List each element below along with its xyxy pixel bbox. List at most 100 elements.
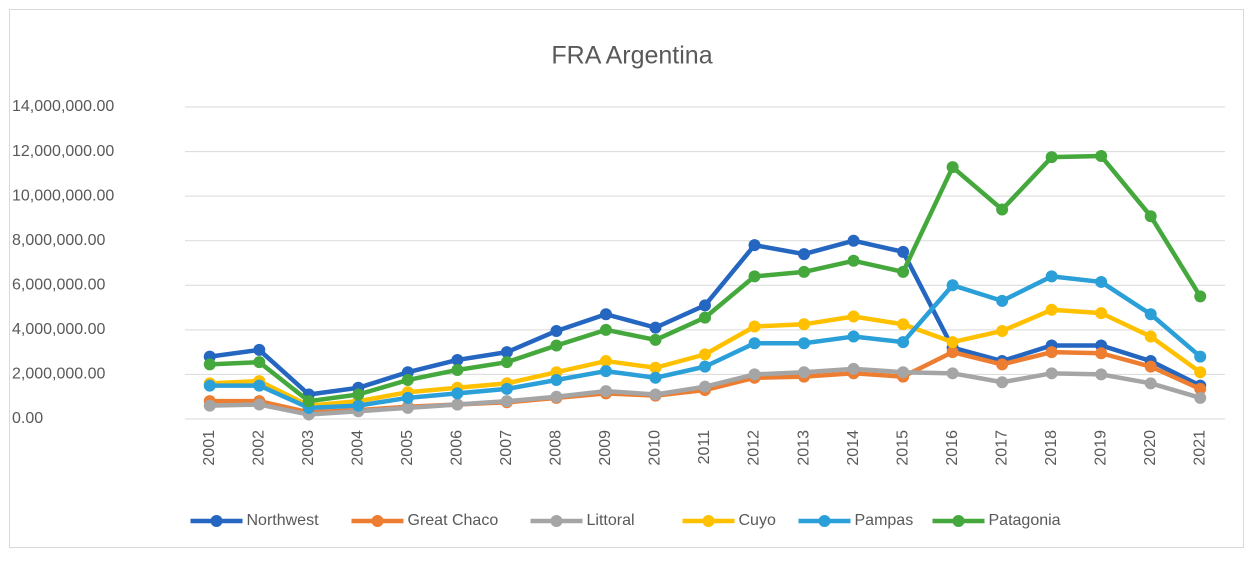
chart-title: FRA Argentina [551,42,712,70]
data-point [946,279,959,292]
data-point [649,361,662,374]
x-tick-label: 2003 [300,430,317,466]
data-point [1045,303,1058,316]
data-point [451,353,464,366]
legend-marker [952,515,965,527]
data-point [1045,367,1058,380]
data-point [1095,275,1108,288]
x-tick-label: 2006 [449,430,466,466]
legend-label: Patagonia [989,512,1061,529]
data-point [599,355,612,368]
data-point [847,254,860,267]
x-tick-label: 2014 [845,430,862,466]
legend-label: Cuyo [739,512,776,529]
data-point [1144,330,1157,343]
data-point [699,299,711,312]
x-tick-label: 2021 [1191,430,1208,466]
data-point [1194,350,1207,363]
data-point [699,380,711,393]
data-point [451,363,464,376]
data-point [599,308,612,321]
legend-label: Pampas [855,512,914,529]
x-tick-label: 2009 [597,430,614,466]
data-point [1095,307,1108,320]
x-tick-label: 2011 [696,430,713,465]
data-point [847,330,860,343]
data-point [946,161,959,174]
data-point [649,388,662,401]
legend-label: Littoral [587,512,635,529]
data-point [203,399,216,412]
data-point [996,203,1009,216]
data-point [550,324,563,337]
y-tick-label: 14,000,000.00 [12,98,114,115]
data-point [748,368,761,381]
data-point [798,366,811,379]
data-point [897,336,910,349]
data-point [649,321,662,334]
data-point [946,367,959,380]
data-point [1194,382,1207,395]
data-point [897,366,910,379]
data-point [1144,308,1157,321]
data-point [798,318,811,331]
data-point [203,358,216,371]
legend-label: Great Chaco [408,512,499,529]
data-point [1144,377,1157,390]
y-tick-label: 2,000,000.00 [12,366,106,383]
data-point [649,333,662,346]
data-point [500,382,513,395]
data-point [847,310,860,323]
data-point [996,294,1009,307]
x-tick-label: 2007 [498,430,515,466]
data-point [1045,151,1058,164]
x-tick-label: 2017 [993,430,1010,466]
data-point [203,379,216,392]
data-point [748,320,761,333]
data-point [500,346,513,359]
y-tick-label: 10,000,000.00 [12,187,114,204]
data-point [550,390,563,403]
legend-marker [702,515,715,527]
data-point [1194,391,1207,404]
data-point [897,245,910,258]
data-point [1045,346,1058,359]
data-point [798,337,811,350]
data-point [699,360,711,373]
x-tick-label: 2020 [1142,430,1159,466]
data-point [253,398,266,411]
data-point [996,324,1009,337]
data-point [897,318,910,331]
data-point [699,348,711,361]
data-point [1095,347,1108,360]
x-tick-label: 2005 [399,430,416,466]
x-tick-label: 2004 [350,430,367,466]
x-tick-label: 2001 [201,430,218,466]
data-point [550,374,563,386]
y-tick-label: 8,000,000.00 [12,232,106,249]
data-point [599,323,612,336]
data-point [748,270,761,283]
data-point [748,337,761,350]
data-point [946,346,959,359]
data-point [599,385,612,398]
data-point [996,358,1009,371]
data-point [946,336,959,349]
x-tick-label: 2010 [647,430,664,466]
y-tick-label: 12,000,000.00 [12,143,114,160]
x-tick-label: 2013 [795,430,812,466]
data-point [550,339,563,352]
data-point [500,395,513,408]
data-point [451,398,464,411]
x-tick-label: 2008 [548,430,565,466]
x-tick-label: 2019 [1092,430,1109,466]
x-tick-label: 2012 [746,430,763,466]
data-point [699,311,711,324]
legend-marker [818,515,831,527]
legend-marker [210,515,223,527]
data-point [401,401,414,414]
data-point [401,391,414,404]
x-tick-label: 2015 [894,430,911,466]
x-tick-label: 2002 [251,430,268,466]
